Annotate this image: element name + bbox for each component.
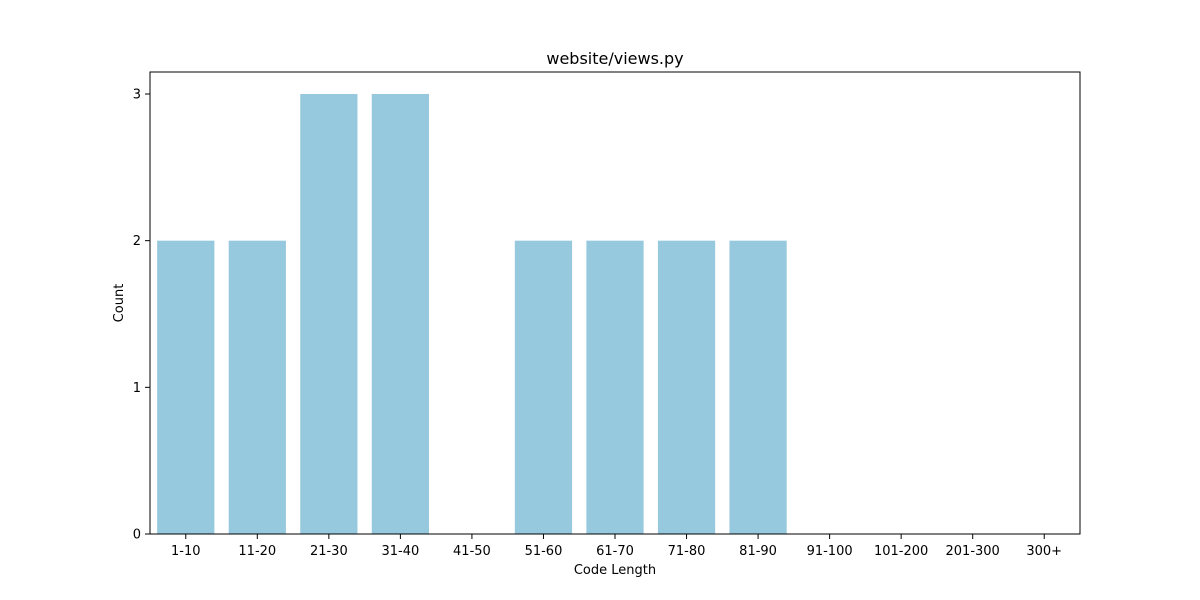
y-tick-label: 1 bbox=[133, 381, 141, 396]
bar-71-80 bbox=[657, 240, 716, 534]
y-axis-label: Count bbox=[112, 284, 127, 323]
bar-51-60 bbox=[514, 240, 573, 534]
x-tick-label: 21-30 bbox=[310, 544, 348, 559]
x-tick-label: 300+ bbox=[1026, 544, 1062, 559]
x-tick-label: 11-20 bbox=[238, 544, 276, 559]
y-tick-label: 2 bbox=[133, 234, 141, 249]
x-tick-label: 201-300 bbox=[946, 544, 1000, 559]
x-tick-label: 61-70 bbox=[596, 544, 634, 559]
y-tick-label: 0 bbox=[133, 528, 141, 543]
bar-21-30 bbox=[300, 94, 358, 534]
bar-1-10 bbox=[157, 240, 215, 534]
y-tick-label: 3 bbox=[133, 88, 141, 103]
x-tick-label: 51-60 bbox=[525, 544, 563, 559]
bar-11-20 bbox=[228, 240, 286, 534]
bar-81-90 bbox=[729, 240, 787, 534]
x-tick-label: 91-100 bbox=[807, 544, 853, 559]
x-tick-label: 81-90 bbox=[739, 544, 777, 559]
bar-61-70 bbox=[586, 240, 644, 534]
x-tick-label: 31-40 bbox=[381, 544, 419, 559]
bar-31-40 bbox=[371, 94, 429, 534]
x-axis: 1-10 11-20 21-30 31-40 41-50 51-60 61-70 71-80 8… bbox=[171, 534, 1062, 559]
x-tick-label: 71-80 bbox=[668, 544, 706, 559]
x-tick-label: 41-50 bbox=[453, 544, 491, 559]
chart-title: website/views.py bbox=[546, 49, 683, 68]
y-axis: 0 1 2 3 bbox=[133, 88, 150, 543]
x-axis-label: Code Length bbox=[574, 563, 656, 578]
x-tick-label: 1-10 bbox=[171, 544, 201, 559]
x-tick-label: 101-200 bbox=[874, 544, 928, 559]
bars-layer bbox=[157, 94, 787, 534]
